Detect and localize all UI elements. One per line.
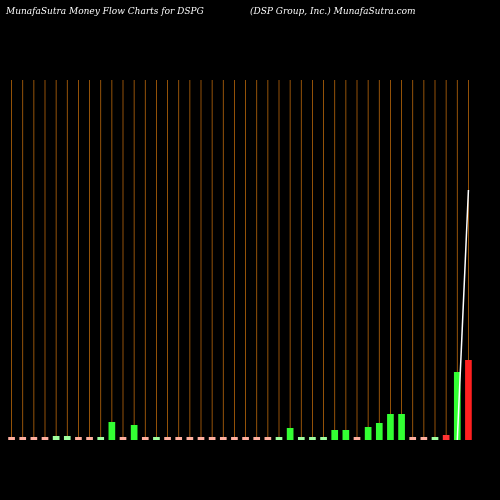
bar — [75, 437, 82, 440]
bar — [242, 437, 249, 440]
bar — [253, 437, 261, 440]
bar — [63, 436, 71, 440]
bar — [197, 437, 205, 440]
bar — [442, 435, 450, 440]
bar — [8, 437, 15, 440]
bar — [431, 437, 439, 440]
bar — [353, 437, 361, 440]
bar — [453, 372, 461, 440]
bar — [387, 414, 394, 440]
bar — [208, 437, 216, 440]
bar — [320, 437, 327, 440]
bar — [175, 437, 183, 440]
bar — [231, 437, 238, 440]
price-line — [456, 189, 470, 441]
bar — [219, 437, 227, 440]
chart-title: MunafaSutra Money Flow Charts for DSPG — [5, 7, 204, 17]
bar — [153, 437, 160, 440]
bar — [364, 427, 372, 440]
bar — [52, 436, 60, 440]
chart-subtitle: (DSP Group, Inc.) MunafaSutra.com — [250, 6, 416, 17]
bar — [186, 437, 194, 440]
bar — [130, 425, 138, 440]
bar — [119, 437, 127, 440]
bar — [86, 437, 93, 440]
bar — [409, 437, 417, 440]
bar — [398, 414, 405, 440]
bar — [264, 437, 272, 440]
bar — [420, 437, 428, 440]
bar — [342, 430, 350, 440]
bar — [19, 437, 27, 440]
bar — [97, 437, 105, 440]
bar — [30, 437, 38, 440]
bar — [108, 422, 116, 440]
bar — [275, 437, 283, 440]
bar — [286, 428, 294, 440]
bar — [375, 423, 383, 440]
bar — [465, 360, 472, 440]
bar — [309, 437, 316, 440]
bar — [331, 430, 339, 440]
bar — [141, 437, 149, 440]
bar — [41, 437, 49, 440]
bar — [164, 437, 171, 440]
bar — [297, 437, 305, 440]
